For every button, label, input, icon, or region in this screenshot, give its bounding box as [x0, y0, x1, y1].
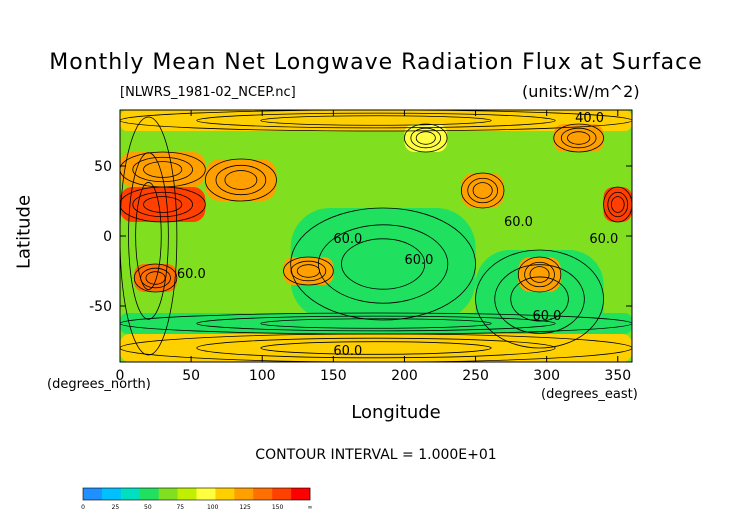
contour-line — [415, 131, 436, 145]
y-tick-label: -50 — [89, 299, 112, 315]
contour-line — [553, 123, 604, 153]
colorbar-label: 0 — [81, 504, 85, 511]
colorbar-label: ∞ — [308, 504, 313, 511]
units-label: (units:W/m^2) — [522, 82, 640, 101]
contour-label: 60.0 — [177, 267, 206, 282]
contour-line — [317, 224, 449, 304]
x-tick-label: 0 — [116, 368, 125, 384]
contour-label: 40.0 — [575, 111, 604, 126]
contour-line — [260, 115, 492, 126]
x-tick-label: 350 — [604, 368, 631, 384]
contour-line — [120, 151, 206, 188]
y-axis-units: (degrees_north) — [47, 377, 151, 392]
contour-line — [120, 116, 178, 356]
y-tick-label: 0 — [103, 229, 112, 245]
contour-line — [196, 337, 556, 359]
colorbar-label: 75 — [176, 504, 184, 511]
colorbar-label: 50 — [144, 504, 152, 511]
contour-label: 60.0 — [404, 253, 433, 268]
contour-line — [140, 267, 171, 289]
file-label: [NLWRS_1981-02_NCEP.nc] — [120, 85, 296, 100]
colorbar-frame — [82, 487, 311, 501]
colorbar-swatch — [120, 488, 141, 500]
contour-line — [472, 182, 493, 199]
contour-interval-note: CONTOUR INTERVAL = 1.000E+01 — [255, 447, 497, 463]
contour-line — [404, 123, 448, 153]
contour-line — [524, 261, 555, 288]
heatmap-region — [290, 208, 476, 320]
colorbar-swatch — [83, 488, 103, 500]
contour-line — [204, 158, 277, 202]
colorbar-swatch — [196, 488, 216, 500]
y-tick-label: 50 — [94, 159, 112, 175]
contour-line — [143, 161, 183, 178]
x-tick-label: 200 — [391, 368, 418, 384]
colorbar-label: 150 — [272, 504, 284, 511]
colorbar-swatch — [139, 488, 159, 500]
colorbar-label: 125 — [239, 504, 251, 511]
contour-line — [460, 172, 505, 209]
contour-line — [215, 164, 267, 196]
contour-line — [120, 333, 632, 362]
contour-label: 60.0 — [333, 344, 362, 359]
contour-line — [260, 318, 492, 329]
x-axis-units: (degrees_east) — [541, 387, 638, 402]
contour-line — [290, 207, 476, 321]
contour-line — [341, 238, 426, 290]
contour-line — [467, 177, 499, 204]
x-tick-label: 250 — [462, 368, 489, 384]
contour-line — [510, 276, 569, 322]
colorbar-label: 100 — [207, 504, 219, 511]
contour-line — [290, 260, 327, 282]
colorbar-swatch — [234, 488, 254, 500]
contour-line — [494, 264, 585, 334]
x-tick-label: 300 — [533, 368, 560, 384]
colorbar-swatch — [158, 488, 178, 500]
colorbar-swatch — [291, 488, 311, 500]
colorbar-swatch — [215, 488, 235, 500]
contour-label: 60.0 — [532, 309, 561, 324]
colorbar-swatch — [101, 488, 122, 500]
contour-line — [143, 196, 183, 213]
contour-line — [132, 191, 193, 218]
contour-line — [145, 271, 166, 285]
x-tick-label: 50 — [182, 368, 200, 384]
contour-line — [132, 156, 193, 183]
x-tick-label: 150 — [320, 368, 347, 384]
colorbar-swatch — [177, 488, 197, 500]
contour-line — [610, 196, 625, 213]
contour-label: 60.0 — [504, 215, 533, 230]
contour-line — [296, 264, 321, 278]
contour-line — [567, 131, 591, 145]
contour-line — [120, 110, 632, 132]
contour-line — [410, 127, 442, 149]
contour-line — [475, 249, 604, 349]
contour-line — [196, 112, 556, 129]
x-tick-label: 100 — [249, 368, 276, 384]
colorbar-swatch — [253, 488, 273, 500]
contour-line — [560, 127, 597, 149]
chart-title: Monthly Mean Net Longwave Radiation Flux… — [49, 50, 703, 75]
contour-label: 60.0 — [589, 232, 618, 247]
contour-line — [283, 256, 334, 286]
colorbar-label: 25 — [112, 504, 120, 511]
contour-line — [607, 191, 629, 218]
contour-line — [196, 315, 556, 332]
contour-line — [133, 263, 178, 293]
colorbar-swatch — [272, 488, 292, 500]
contour-label: 60.0 — [333, 232, 362, 247]
x-axis-label: Longitude — [351, 402, 441, 423]
contour-line — [260, 341, 492, 355]
contour-line — [135, 182, 162, 290]
contour-line — [529, 266, 550, 283]
contour-line — [224, 170, 258, 190]
contour-line — [517, 256, 562, 293]
